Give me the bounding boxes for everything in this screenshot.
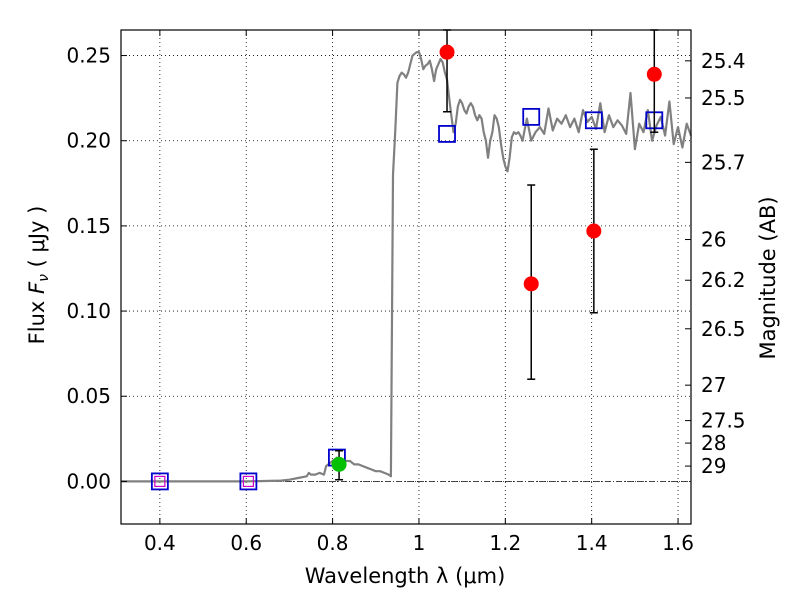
model-flux-square [150,472,169,491]
observed-flux-point [331,456,347,472]
x-tick-label: 0.6 [230,531,262,555]
x-tick-label: 0.8 [317,531,349,555]
y-axis-ticks: 0.00 0.05 0.10 0.15 0.20 0.25 [66,44,127,493]
y-tick-label: 0.20 [66,129,111,153]
right-tick-label: 29 [701,454,726,478]
right-tick-label: 27 [701,373,726,397]
model-flux-square [522,107,541,126]
observed-flux-point [646,66,662,82]
plot-area [121,29,693,491]
right-tick-label: 26.5 [701,317,746,341]
observed-flux-point [586,223,602,239]
right-tick-label: 28 [701,431,726,455]
model-flux-square [239,472,258,491]
model-flux-square [584,111,603,130]
x-tick-label: 0.4 [144,531,176,555]
x-tick-label: 1.2 [489,531,521,555]
x-tick-label: 1.6 [662,531,694,555]
observed-flux-point [439,44,455,60]
y-axis-label: Flux Fν ( μJy ) [25,206,52,345]
axes-frame [120,29,692,525]
x-tick-label: 1.4 [576,531,608,555]
non-detection-marker [242,475,254,488]
right-axis-label: Magnitude (AB) [756,196,780,359]
x-axis-ticks: 0.4 0.6 0.8 1 1.2 1.4 1.6 [144,30,694,555]
y-tick-label: 0.25 [66,44,111,68]
non-detection-marker [154,475,166,488]
x-axis-label: Wavelength λ (μm) [305,564,506,588]
right-tick-label: 26.2 [701,268,746,292]
x-tick-label: 1 [413,531,426,555]
y-tick-label: 0.15 [66,214,111,238]
grid-lines [121,30,691,524]
right-tick-label: 25.7 [701,150,746,174]
right-tick-label: 27.5 [701,409,746,433]
model-flux-square [438,125,456,143]
right-tick-label: 25.4 [701,49,746,73]
right-tick-label: 25.5 [701,86,746,110]
right-tick-label: 26 [701,228,726,252]
y-tick-label: 0.05 [66,384,111,408]
y-tick-label: 0.10 [66,299,111,323]
y-tick-label: 0.00 [66,469,111,493]
observed-flux-point [523,276,539,292]
